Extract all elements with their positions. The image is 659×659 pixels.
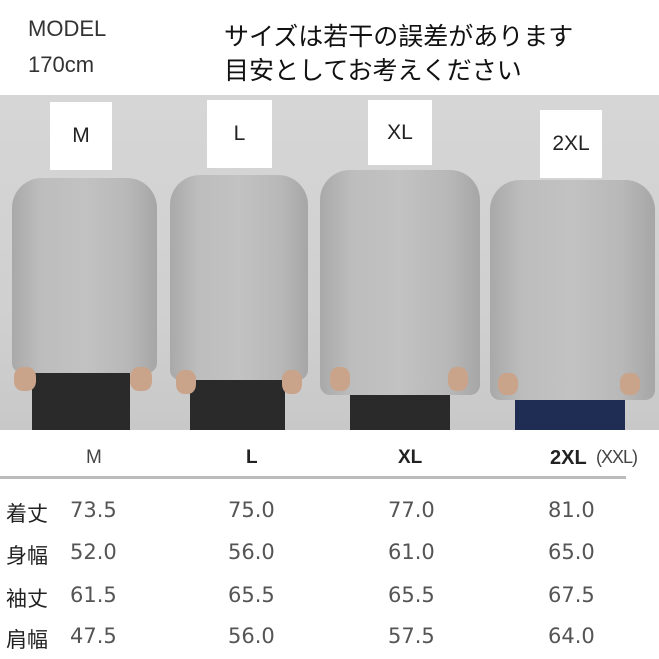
row-label: 身幅	[6, 544, 48, 568]
table-cell: 56.0	[228, 624, 275, 648]
note-line-2: 目安としてお考えください	[224, 56, 522, 85]
model-height: 170cm	[28, 52, 95, 77]
hand	[130, 367, 152, 391]
hand	[620, 373, 640, 395]
hand	[14, 367, 36, 391]
row-label: 肩幅	[6, 628, 48, 652]
pants-2xl	[515, 395, 625, 430]
header-xxl: (XXL)	[596, 447, 638, 467]
table-cell: 57.5	[388, 624, 435, 648]
shirt-m	[12, 178, 157, 373]
note-line-1: サイズは若干の誤差があります	[224, 22, 574, 51]
row-label: 着丈	[6, 502, 48, 526]
model-label: MODEL	[28, 16, 107, 41]
header-l: L	[246, 447, 258, 468]
model-photo: M L XL 2XL	[0, 95, 659, 430]
shirt-xl	[320, 170, 480, 395]
table-cell: 61.0	[388, 540, 435, 564]
row-label: 袖丈	[6, 587, 48, 611]
header-xl: XL	[398, 447, 423, 468]
hand	[448, 367, 468, 391]
shirt-l	[170, 175, 308, 380]
table-cell: 64.0	[548, 624, 595, 648]
table-cell: 75.0	[228, 498, 275, 522]
pants-m	[32, 365, 130, 430]
header-2xl: 2XL	[550, 447, 587, 469]
size-label-l: L	[207, 100, 272, 168]
table-divider	[0, 476, 626, 479]
hand	[498, 373, 518, 395]
size-label-2xl: 2XL	[540, 110, 602, 178]
hand	[176, 370, 196, 394]
table-cell: 56.0	[228, 540, 275, 564]
table-cell: 65.5	[388, 583, 435, 607]
table-cell: 73.5	[70, 498, 117, 522]
table-cell: 77.0	[388, 498, 435, 522]
table-cell: 81.0	[548, 498, 595, 522]
hand	[330, 367, 350, 391]
shirt-2xl	[490, 180, 655, 400]
pants-l	[190, 375, 285, 430]
table-cell: 47.5	[70, 624, 117, 648]
size-label-m: M	[50, 102, 112, 170]
size-label-xl: XL	[368, 100, 432, 165]
hand	[282, 370, 302, 394]
header-m: M	[86, 447, 102, 468]
table-cell: 67.5	[548, 583, 595, 607]
table-cell: 52.0	[70, 540, 117, 564]
table-cell: 65.0	[548, 540, 595, 564]
table-cell: 61.5	[70, 583, 117, 607]
table-cell: 65.5	[228, 583, 275, 607]
